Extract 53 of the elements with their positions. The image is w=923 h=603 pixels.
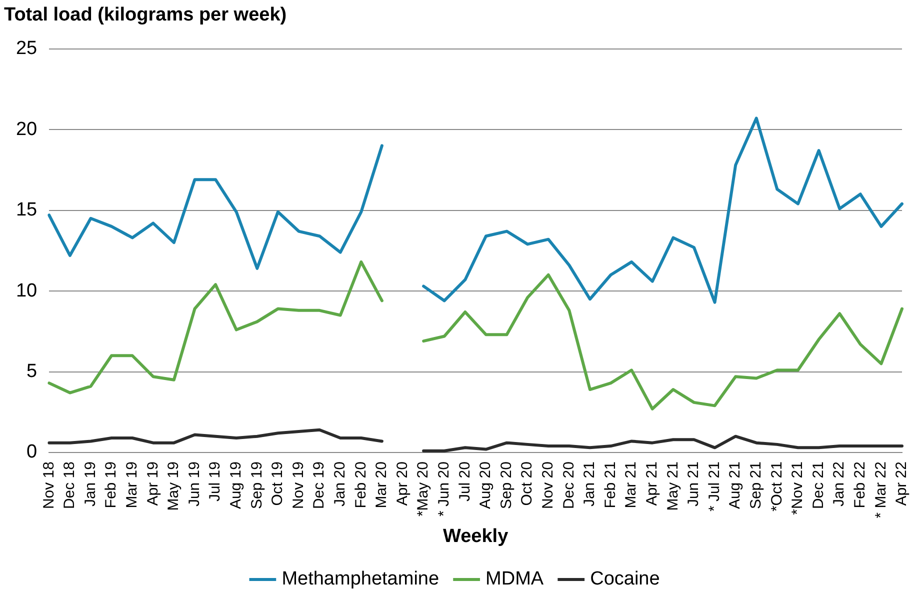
x-tick-label: Apr 22 [893,462,910,506]
x-tick-label: Mar 19 [123,462,140,508]
x-tick-label: * Jun 20 [436,462,453,517]
y-tick-label: 25 [16,38,38,60]
x-tick-label: *Oct 21 [768,462,786,512]
x-tick-label: Apr 19 [144,462,162,506]
x-tick-label: Dec 20 [560,462,578,510]
x-tick-label: Nov 20 [540,462,557,510]
x-tick-label: Aug 21 [726,462,744,510]
x-tick-label: Sep 21 [748,462,765,510]
x-tick-label: * Mar 22 [872,462,890,518]
y-tick-label: 5 [26,361,38,382]
x-tick-label: *May 20 [414,462,432,517]
x-tick-label: Dec 18 [61,462,78,510]
x-tick-label: Aug 20 [477,462,494,510]
y-tick-label: 10 [16,280,38,302]
y-tick-label: 15 [16,200,38,221]
x-tick-label: Jun 19 [186,462,203,507]
y-tick-label: 20 [16,118,38,140]
x-tick-label: May 19 [165,462,182,511]
x-tick-label: Apr 20 [394,462,411,506]
chart-title: Total load (kilograms per week) [4,4,287,26]
x-tick-label: Sep 19 [248,462,266,510]
x-tick-label: Jul 19 [206,462,224,502]
x-tick-label: *Nov 21 [789,462,806,515]
x-axis-title: Weekly [442,526,509,547]
x-tick-label: Feb 20 [352,462,370,508]
y-tick-label: 0 [26,442,38,463]
x-tick-label: Oct 20 [518,462,536,506]
x-tick-label: May 21 [664,462,682,511]
x-tick-label: Dec 19 [310,462,328,510]
x-tick-label: Feb 21 [602,462,619,508]
legend-label: Methamphetamine [282,568,440,590]
x-tick-label: Feb 22 [852,462,869,508]
x-tick-label: Jan 19 [82,462,99,507]
x-tick-label: Jan 20 [331,462,348,507]
x-tick-label: Nov 18 [40,462,58,510]
x-tick-label: Mar 21 [622,462,640,508]
x-tick-label: Nov 19 [290,462,307,510]
x-tick-label: Apr 21 [644,462,661,506]
legend-label: MDMA [486,568,544,590]
x-tick-label: Jul 20 [456,462,474,502]
legend-label: Cocaine [590,568,660,590]
x-tick-label: Jan 22 [830,462,848,507]
x-tick-label: Mar 20 [373,462,390,508]
x-tick-label: Sep 20 [498,462,515,510]
x-tick-label: Jun 21 [685,462,702,507]
x-tick-label: * Jul 21 [706,462,723,512]
x-tick-label: Aug 19 [227,462,244,510]
x-tick-label: Jan 21 [581,462,598,507]
x-tick-label: Dec 21 [810,462,827,510]
x-tick-label: Oct 19 [269,462,286,506]
x-tick-label: Feb 19 [102,462,120,508]
